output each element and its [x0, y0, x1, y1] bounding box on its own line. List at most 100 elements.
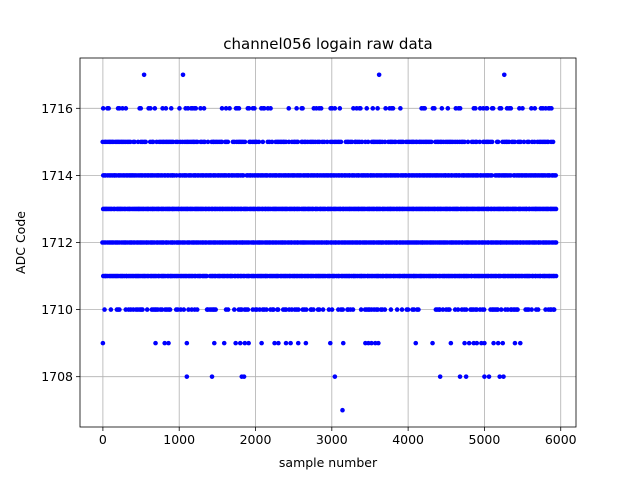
x-axis-label: sample number	[279, 455, 378, 470]
data-point	[553, 273, 559, 279]
data-point	[508, 106, 514, 111]
x-tick-label: 0	[99, 432, 107, 447]
data-point	[489, 139, 495, 145]
data-point	[350, 307, 356, 312]
data-point	[495, 340, 501, 346]
data-point	[160, 106, 165, 111]
data-point	[162, 340, 168, 346]
data-point	[405, 307, 411, 312]
data-point	[303, 307, 309, 312]
data-point	[364, 106, 370, 111]
data-point	[259, 340, 264, 346]
data-point	[520, 106, 525, 111]
data-point	[100, 340, 106, 346]
data-point	[338, 139, 344, 145]
data-point	[275, 307, 281, 312]
data-point	[411, 307, 417, 312]
y-tick-label: 1716	[41, 101, 73, 116]
data-point	[432, 106, 437, 111]
data-point	[100, 106, 106, 111]
data-point	[518, 139, 523, 145]
data-point	[465, 139, 471, 145]
data-point	[219, 139, 225, 145]
y-tick-label: 1712	[41, 235, 73, 250]
x-tick-label: 2000	[240, 432, 272, 447]
data-point	[201, 106, 207, 111]
x-tick-label: 5000	[469, 432, 501, 447]
data-point	[495, 307, 501, 312]
data-point	[221, 340, 227, 346]
data-point	[202, 139, 207, 145]
x-tick-label: 6000	[545, 432, 577, 447]
data-point	[237, 340, 243, 346]
data-point	[141, 72, 147, 78]
data-point	[390, 106, 396, 111]
data-point	[382, 307, 388, 312]
data-point	[445, 106, 451, 111]
data-point	[383, 106, 388, 111]
data-point	[394, 307, 400, 312]
data-point	[463, 307, 469, 312]
data-point	[549, 106, 554, 111]
data-point	[106, 106, 111, 111]
data-point	[246, 340, 251, 346]
data-point	[521, 139, 527, 145]
data-point	[332, 374, 338, 379]
data-point	[370, 106, 376, 111]
data-point	[204, 273, 209, 279]
data-point	[318, 106, 324, 111]
data-point	[553, 173, 559, 178]
data-point	[359, 139, 365, 145]
data-point	[481, 307, 487, 312]
data-point	[466, 340, 472, 346]
data-point	[388, 307, 394, 312]
data-point	[148, 106, 153, 111]
data-point	[261, 106, 267, 111]
data-point	[150, 139, 156, 145]
data-point	[303, 340, 309, 346]
y-axis-label: ADC Code	[13, 211, 28, 274]
data-point	[320, 307, 326, 312]
data-points	[100, 72, 559, 413]
data-point	[120, 106, 125, 111]
data-point	[184, 340, 190, 346]
data-point	[429, 139, 434, 145]
data-point	[553, 240, 559, 245]
data-point	[198, 106, 203, 111]
x-tick-label: 4000	[392, 432, 424, 447]
data-point	[117, 307, 122, 312]
data-point	[329, 307, 335, 312]
data-point	[185, 106, 191, 111]
data-point	[159, 307, 165, 312]
data-point	[376, 340, 381, 346]
data-point	[473, 106, 478, 111]
data-point	[268, 106, 273, 111]
data-point	[491, 340, 496, 346]
data-point	[337, 106, 343, 111]
data-point	[447, 307, 452, 312]
data-point	[326, 307, 332, 312]
data-point	[271, 307, 276, 312]
data-point	[430, 340, 435, 346]
data-point	[193, 106, 199, 111]
data-point	[143, 139, 148, 145]
data-point	[295, 139, 301, 145]
data-point	[167, 307, 173, 312]
data-point	[327, 340, 333, 346]
data-point	[489, 173, 495, 178]
data-point	[551, 307, 557, 312]
x-tick-label: 3000	[316, 432, 348, 447]
data-point	[440, 307, 446, 312]
data-point	[501, 374, 506, 379]
data-point	[529, 307, 534, 312]
data-point	[195, 139, 200, 145]
data-point	[295, 340, 301, 346]
data-point	[132, 139, 137, 145]
data-point	[245, 307, 251, 312]
data-point	[236, 106, 242, 111]
data-point	[225, 139, 231, 145]
data-point	[256, 139, 262, 145]
data-point	[246, 106, 252, 111]
